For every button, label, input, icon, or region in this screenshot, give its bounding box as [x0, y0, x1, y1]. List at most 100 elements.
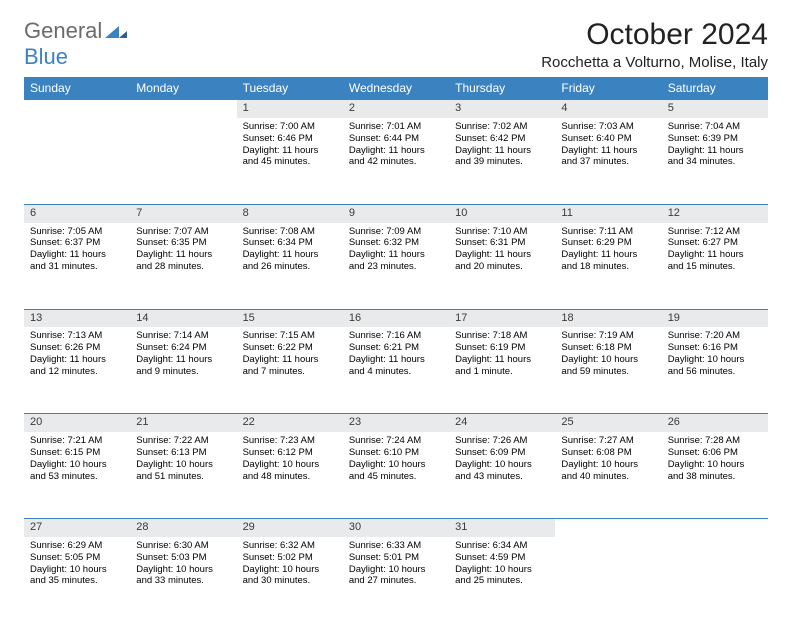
sunrise-text: Sunrise: 7:23 AM — [243, 435, 337, 447]
daylight-text-1: Daylight: 10 hours — [455, 564, 549, 576]
day-content: Sunrise: 7:01 AMSunset: 6:44 PMDaylight:… — [343, 118, 449, 174]
day-content: Sunrise: 6:33 AMSunset: 5:01 PMDaylight:… — [343, 537, 449, 593]
day-number: 11 — [555, 204, 661, 223]
day-content: Sunrise: 7:28 AMSunset: 6:06 PMDaylight:… — [662, 432, 768, 488]
sunset-text: Sunset: 6:13 PM — [136, 447, 230, 459]
sunset-text: Sunset: 6:26 PM — [30, 342, 124, 354]
day-cell: Sunrise: 7:15 AMSunset: 6:22 PMDaylight:… — [237, 327, 343, 413]
sunset-text: Sunset: 6:10 PM — [349, 447, 443, 459]
day-number: 6 — [24, 204, 130, 223]
sunset-text: Sunset: 6:22 PM — [243, 342, 337, 354]
daylight-text-1: Daylight: 11 hours — [668, 145, 762, 157]
sunrise-text: Sunrise: 7:08 AM — [243, 226, 337, 238]
day-content-row: Sunrise: 7:21 AMSunset: 6:15 PMDaylight:… — [24, 432, 768, 518]
daylight-text-2: and 45 minutes. — [243, 156, 337, 168]
daynum-row: 2728293031 — [24, 518, 768, 537]
day-cell: Sunrise: 7:27 AMSunset: 6:08 PMDaylight:… — [555, 432, 661, 518]
daynum-cell: 10 — [449, 204, 555, 223]
calendar-table: SundayMondayTuesdayWednesdayThursdayFrid… — [24, 77, 768, 623]
day-cell: Sunrise: 7:07 AMSunset: 6:35 PMDaylight:… — [130, 223, 236, 309]
daylight-text-1: Daylight: 10 hours — [349, 459, 443, 471]
day-content — [130, 118, 236, 126]
sunset-text: Sunset: 6:29 PM — [561, 237, 655, 249]
sunrise-text: Sunrise: 7:12 AM — [668, 226, 762, 238]
day-number: 25 — [555, 413, 661, 432]
daylight-text-1: Daylight: 10 hours — [136, 459, 230, 471]
daynum-cell: 24 — [449, 413, 555, 432]
sunset-text: Sunset: 6:21 PM — [349, 342, 443, 354]
weekday-header: Saturday — [662, 77, 768, 99]
sunset-text: Sunset: 6:15 PM — [30, 447, 124, 459]
sunrise-text: Sunrise: 6:32 AM — [243, 540, 337, 552]
sunrise-text: Sunrise: 7:09 AM — [349, 226, 443, 238]
day-cell: Sunrise: 7:21 AMSunset: 6:15 PMDaylight:… — [24, 432, 130, 518]
day-content — [662, 537, 768, 545]
day-number: 3 — [449, 99, 555, 118]
day-content — [555, 537, 661, 545]
day-number: 5 — [662, 99, 768, 118]
day-cell: Sunrise: 7:12 AMSunset: 6:27 PMDaylight:… — [662, 223, 768, 309]
sunset-text: Sunset: 6:31 PM — [455, 237, 549, 249]
day-number: 19 — [662, 309, 768, 328]
daynum-cell: 5 — [662, 99, 768, 118]
sunrise-text: Sunrise: 7:28 AM — [668, 435, 762, 447]
day-cell: Sunrise: 7:28 AMSunset: 6:06 PMDaylight:… — [662, 432, 768, 518]
weekday-header: Thursday — [449, 77, 555, 99]
day-cell: Sunrise: 6:33 AMSunset: 5:01 PMDaylight:… — [343, 537, 449, 623]
daynum-cell: 13 — [24, 309, 130, 328]
day-content: Sunrise: 7:23 AMSunset: 6:12 PMDaylight:… — [237, 432, 343, 488]
daynum-cell: 28 — [130, 518, 236, 537]
day-number: 13 — [24, 309, 130, 328]
day-cell: Sunrise: 7:13 AMSunset: 6:26 PMDaylight:… — [24, 327, 130, 413]
day-number: 18 — [555, 309, 661, 328]
day-number — [662, 518, 768, 537]
daynum-cell: 27 — [24, 518, 130, 537]
sunrise-text: Sunrise: 7:20 AM — [668, 330, 762, 342]
daylight-text-1: Daylight: 11 hours — [243, 145, 337, 157]
sunset-text: Sunset: 6:27 PM — [668, 237, 762, 249]
sunset-text: Sunset: 6:08 PM — [561, 447, 655, 459]
sunset-text: Sunset: 5:05 PM — [30, 552, 124, 564]
daylight-text-2: and 34 minutes. — [668, 156, 762, 168]
daylight-text-1: Daylight: 11 hours — [136, 249, 230, 261]
sunrise-text: Sunrise: 7:03 AM — [561, 121, 655, 133]
day-content: Sunrise: 7:20 AMSunset: 6:16 PMDaylight:… — [662, 327, 768, 383]
daynum-cell — [662, 518, 768, 537]
sunset-text: Sunset: 5:02 PM — [243, 552, 337, 564]
day-number: 22 — [237, 413, 343, 432]
sunset-text: Sunset: 6:37 PM — [30, 237, 124, 249]
daylight-text-2: and 45 minutes. — [349, 471, 443, 483]
day-cell: Sunrise: 7:26 AMSunset: 6:09 PMDaylight:… — [449, 432, 555, 518]
sunrise-text: Sunrise: 6:29 AM — [30, 540, 124, 552]
day-content-row: Sunrise: 7:13 AMSunset: 6:26 PMDaylight:… — [24, 327, 768, 413]
weekday-header: Sunday — [24, 77, 130, 99]
day-number: 20 — [24, 413, 130, 432]
sunset-text: Sunset: 6:35 PM — [136, 237, 230, 249]
daylight-text-2: and 40 minutes. — [561, 471, 655, 483]
day-number: 29 — [237, 518, 343, 537]
daynum-cell — [130, 99, 236, 118]
sunrise-text: Sunrise: 6:33 AM — [349, 540, 443, 552]
title-block: October 2024 Rocchetta a Volturno, Molis… — [541, 18, 768, 71]
weekday-header: Monday — [130, 77, 236, 99]
daynum-row: 20212223242526 — [24, 413, 768, 432]
day-content: Sunrise: 7:22 AMSunset: 6:13 PMDaylight:… — [130, 432, 236, 488]
day-content: Sunrise: 7:12 AMSunset: 6:27 PMDaylight:… — [662, 223, 768, 279]
day-content: Sunrise: 7:24 AMSunset: 6:10 PMDaylight:… — [343, 432, 449, 488]
logo: General — [24, 18, 127, 44]
daylight-text-2: and 31 minutes. — [30, 261, 124, 273]
day-cell: Sunrise: 7:09 AMSunset: 6:32 PMDaylight:… — [343, 223, 449, 309]
sunrise-text: Sunrise: 7:18 AM — [455, 330, 549, 342]
daynum-row: 13141516171819 — [24, 309, 768, 328]
daynum-cell: 12 — [662, 204, 768, 223]
sunrise-text: Sunrise: 7:26 AM — [455, 435, 549, 447]
daylight-text-2: and 7 minutes. — [243, 366, 337, 378]
daylight-text-1: Daylight: 11 hours — [349, 145, 443, 157]
daylight-text-1: Daylight: 11 hours — [455, 249, 549, 261]
day-content-row: Sunrise: 6:29 AMSunset: 5:05 PM Daylight:… — [24, 537, 768, 623]
day-cell: Sunrise: 7:20 AMSunset: 6:16 PMDaylight:… — [662, 327, 768, 413]
daynum-cell: 25 — [555, 413, 661, 432]
sunrise-text: Sunrise: 6:30 AM — [136, 540, 230, 552]
day-number: 26 — [662, 413, 768, 432]
daylight-text-1: Daylight: 11 hours — [243, 354, 337, 366]
